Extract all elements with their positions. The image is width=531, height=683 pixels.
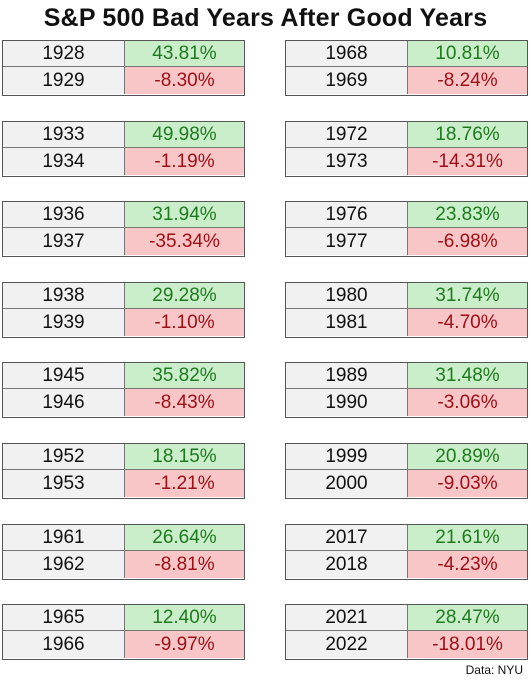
bad-return-cell: -1.21% — [125, 470, 244, 497]
good-year-cell: 1976 — [286, 202, 408, 228]
good-return-cell: 10.81% — [408, 41, 527, 67]
bad-year-cell: 2000 — [286, 470, 408, 497]
bad-return-cell: -1.10% — [125, 309, 244, 336]
bad-return-cell: -35.34% — [125, 228, 244, 255]
bad-return-cell: -1.19% — [125, 148, 244, 175]
bad-year-cell: 1929 — [3, 67, 125, 94]
good-year-cell: 1968 — [286, 41, 408, 67]
good-return-cell: 31.94% — [125, 202, 244, 228]
bad-return-cell: -8.81% — [125, 551, 244, 578]
bad-return-cell: -18.01% — [408, 631, 527, 658]
bad-return-cell: -8.24% — [408, 67, 527, 94]
good-year-cell: 2017 — [286, 525, 408, 551]
bad-return-cell: -8.43% — [125, 389, 244, 416]
bad-return-cell: -9.97% — [125, 631, 244, 658]
year-pair-block: 1933 49.98% 1934 -1.19% — [2, 121, 245, 177]
bad-year-cell: 1990 — [286, 389, 408, 416]
bad-year-cell: 2018 — [286, 551, 408, 578]
year-pair-block: 1999 20.89% 2000 -9.03% — [285, 443, 528, 499]
good-return-cell: 26.64% — [125, 525, 244, 551]
year-pair-block: 1945 35.82% 1946 -8.43% — [2, 362, 245, 418]
bad-year-cell: 1953 — [3, 470, 125, 497]
year-pair-block: 2017 21.61% 2018 -4.23% — [285, 524, 528, 580]
good-return-cell: 20.89% — [408, 444, 527, 470]
good-year-cell: 1989 — [286, 363, 408, 389]
bad-year-cell: 1962 — [3, 551, 125, 578]
year-pair-block: 1965 12.40% 1966 -9.97% — [2, 604, 245, 660]
bad-return-cell: -6.98% — [408, 228, 527, 255]
year-pair-block: 1989 31.48% 1990 -3.06% — [285, 362, 528, 418]
good-return-cell: 18.76% — [408, 122, 527, 148]
bad-year-cell: 1937 — [3, 228, 125, 255]
year-pair-block: 1928 43.81% 1929 -8.30% — [2, 40, 245, 96]
year-pair-block: 1952 18.15% 1953 -1.21% — [2, 443, 245, 499]
bad-return-cell: -14.31% — [408, 148, 527, 175]
bad-return-cell: -3.06% — [408, 389, 527, 416]
good-year-cell: 1938 — [3, 283, 125, 309]
good-year-cell: 1980 — [286, 283, 408, 309]
good-return-cell: 49.98% — [125, 122, 244, 148]
good-year-cell: 1972 — [286, 122, 408, 148]
good-return-cell: 21.61% — [408, 525, 527, 551]
good-year-cell: 1961 — [3, 525, 125, 551]
good-year-cell: 1928 — [3, 41, 125, 67]
bad-return-cell: -8.30% — [125, 67, 244, 94]
good-year-cell: 1999 — [286, 444, 408, 470]
year-pair-block: 1968 10.81% 1969 -8.24% — [285, 40, 528, 96]
chart-title: S&P 500 Bad Years After Good Years — [43, 4, 488, 32]
good-year-cell: 1936 — [3, 202, 125, 228]
bad-return-cell: -4.70% — [408, 309, 527, 336]
good-year-cell: 2021 — [286, 605, 408, 631]
bad-year-cell: 1939 — [3, 309, 125, 336]
good-return-cell: 23.83% — [408, 202, 527, 228]
year-pair-block: 1976 23.83% 1977 -6.98% — [285, 201, 528, 257]
good-return-cell: 12.40% — [125, 605, 244, 631]
bad-year-cell: 1934 — [3, 148, 125, 175]
good-return-cell: 29.28% — [125, 283, 244, 309]
bad-year-cell: 1966 — [3, 631, 125, 658]
bad-year-cell: 1946 — [3, 389, 125, 416]
good-return-cell: 28.47% — [408, 605, 527, 631]
bad-return-cell: -4.23% — [408, 551, 527, 578]
year-pair-block: 1972 18.76% 1973 -14.31% — [285, 121, 528, 177]
bad-year-cell: 1977 — [286, 228, 408, 255]
good-year-cell: 1965 — [3, 605, 125, 631]
good-year-cell: 1952 — [3, 444, 125, 470]
bad-year-cell: 1981 — [286, 309, 408, 336]
year-pair-block: 1980 31.74% 1981 -4.70% — [285, 282, 528, 338]
good-return-cell: 18.15% — [125, 444, 244, 470]
year-pair-block: 1936 31.94% 1937 -35.34% — [2, 201, 245, 257]
good-return-cell: 31.48% — [408, 363, 527, 389]
year-pair-block: 1961 26.64% 1962 -8.81% — [2, 524, 245, 580]
good-year-cell: 1933 — [3, 122, 125, 148]
bad-year-cell: 2022 — [286, 631, 408, 658]
good-return-cell: 31.74% — [408, 283, 527, 309]
year-pair-block: 2021 28.47% 2022 -18.01% — [285, 604, 528, 660]
good-return-cell: 35.82% — [125, 363, 244, 389]
data-source-note: Data: NYU — [465, 663, 523, 677]
bad-year-cell: 1973 — [286, 148, 408, 175]
good-year-cell: 1945 — [3, 363, 125, 389]
year-pair-block: 1938 29.28% 1939 -1.10% — [2, 282, 245, 338]
bad-year-cell: 1969 — [286, 67, 408, 94]
bad-return-cell: -9.03% — [408, 470, 527, 497]
good-return-cell: 43.81% — [125, 41, 244, 67]
